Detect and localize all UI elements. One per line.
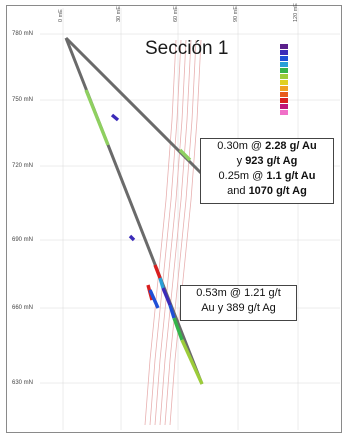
callout-upper-line-3: 0.25m @ 1.1 g/t Au xyxy=(218,170,316,182)
assay-callout-upper: 0.30m @ 2.28 g/ Au y 923 g/t Ag 0.25m @ … xyxy=(200,138,334,204)
legend-swatch xyxy=(280,98,288,103)
legend-swatch xyxy=(280,104,288,109)
assay-callout-lower: 0.53m @ 1.21 g/t Au y 389 g/t Ag xyxy=(180,285,297,321)
legend-swatch xyxy=(280,50,288,55)
legend-swatch xyxy=(280,56,288,61)
grade-legend xyxy=(280,44,302,116)
y-label-630: 630 mN xyxy=(12,380,34,386)
y-label-720: 720 mN xyxy=(12,163,34,169)
legend-swatch xyxy=(280,92,288,97)
diagram-frame xyxy=(6,5,342,433)
legend-swatch xyxy=(280,68,288,73)
section-title: Sección 1 xyxy=(145,38,229,59)
assay-intervals xyxy=(84,89,204,385)
callout-upper-line-2: y 923 g/t Ag xyxy=(236,155,298,167)
vein-traces xyxy=(144,39,202,426)
legend-swatch xyxy=(280,86,288,91)
y-label-780: 780 mN xyxy=(12,31,34,37)
callout-lower-line-2: Au y 389 g/t Ag xyxy=(201,302,276,314)
y-label-660: 660 mN xyxy=(12,305,34,311)
y-label-690: 690 mN xyxy=(12,237,34,243)
legend-swatch xyxy=(280,80,288,85)
legend-swatch xyxy=(280,44,288,49)
legend-swatch xyxy=(280,110,288,115)
legend-swatch xyxy=(280,62,288,67)
callout-upper-line-1: 0.30m @ 2.28 g/ Au xyxy=(217,140,317,152)
callout-lower-line-1: 0.53m @ 1.21 g/t xyxy=(196,287,281,299)
y-label-750: 750 mN xyxy=(12,97,34,103)
callout-upper-line-4: and 1070 g/t Ag xyxy=(227,185,307,197)
legend-swatch xyxy=(280,74,288,79)
